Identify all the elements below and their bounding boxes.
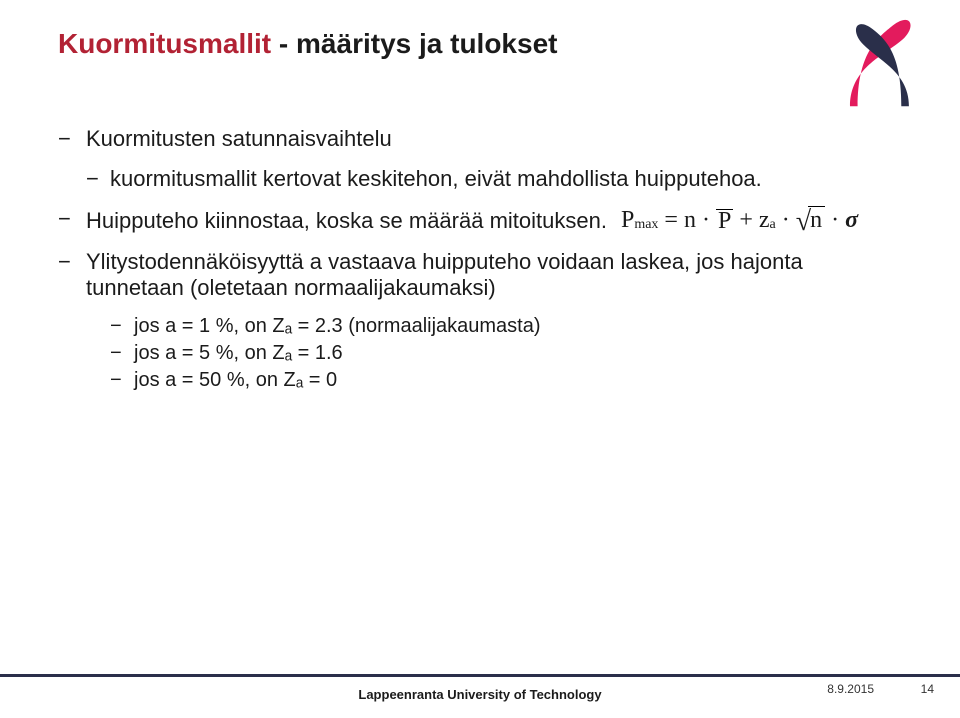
formula: Pmax = n · P + za · √ n · σ bbox=[621, 206, 858, 235]
formula-eq: = bbox=[664, 207, 678, 234]
slide-title: Kuormitusmallit - määritys ja tulokset bbox=[58, 28, 557, 60]
formula-P: P bbox=[621, 207, 634, 234]
footer-divider bbox=[0, 674, 960, 677]
formula-dot: · bbox=[782, 207, 790, 234]
bullet-level3: jos a = 50 %, on Zₐ = 0 bbox=[58, 369, 878, 392]
bullet-text: jos a = 5 %, on Zₐ = 1.6 bbox=[134, 342, 343, 364]
bullet-text: Ylitystodennäköisyyttä a vastaava huippu… bbox=[86, 249, 803, 300]
title-red: Kuormitusmallit bbox=[58, 28, 271, 59]
formula-sub-max: max bbox=[634, 217, 658, 233]
formula-dot: · bbox=[831, 207, 839, 234]
content-area: Kuormitusten satunnaisvaihtelu kuormitus… bbox=[58, 126, 878, 396]
title-black: - määritys ja tulokset bbox=[271, 28, 557, 59]
formula-plus: + bbox=[739, 207, 753, 234]
bullet-text: Kuormitusten satunnaisvaihtelu bbox=[86, 126, 392, 151]
footer: Lappeenranta University of Technology 8.… bbox=[0, 674, 960, 706]
footer-page-number: 14 bbox=[921, 682, 934, 696]
bullet-level1: Kuormitusten satunnaisvaihtelu bbox=[58, 126, 878, 152]
bullet-level1: Huipputeho kiinnostaa, koska se määrää m… bbox=[58, 206, 878, 235]
bullet-level1: Ylitystodennäköisyyttä a vastaava huippu… bbox=[58, 249, 878, 301]
bullet-level3: jos a = 1 %, on Zₐ = 2.3 (normaalijakaum… bbox=[58, 315, 878, 338]
bullet-text: jos a = 50 %, on Zₐ = 0 bbox=[134, 369, 337, 391]
slide: Kuormitusmallit - määritys ja tulokset K… bbox=[0, 0, 960, 718]
bullet-text: Huipputeho kiinnostaa, koska se määrää m… bbox=[86, 208, 607, 234]
formula-dot: · bbox=[702, 207, 710, 234]
formula-z: z bbox=[759, 207, 770, 234]
formula-n: n bbox=[684, 207, 696, 234]
formula-Pbar: P bbox=[716, 209, 733, 233]
bullet-text: jos a = 1 %, on Zₐ = 2.3 (normaalijakaum… bbox=[134, 315, 541, 337]
bullet-level3: jos a = 5 %, on Zₐ = 1.6 bbox=[58, 342, 878, 365]
logo-icon bbox=[831, 16, 926, 111]
sqrt-wrap: √ n bbox=[796, 206, 825, 235]
brand-logo bbox=[831, 16, 926, 111]
bullet-text: kuormitusmallit kertovat keskitehon, eiv… bbox=[110, 166, 762, 191]
footer-date: 8.9.2015 bbox=[827, 682, 874, 696]
bullet-level2: kuormitusmallit kertovat keskitehon, eiv… bbox=[58, 166, 878, 192]
formula-sub-a: a bbox=[770, 217, 776, 233]
formula-sigma: σ bbox=[845, 207, 858, 234]
footer-center: Lappeenranta University of Technology bbox=[0, 679, 960, 702]
